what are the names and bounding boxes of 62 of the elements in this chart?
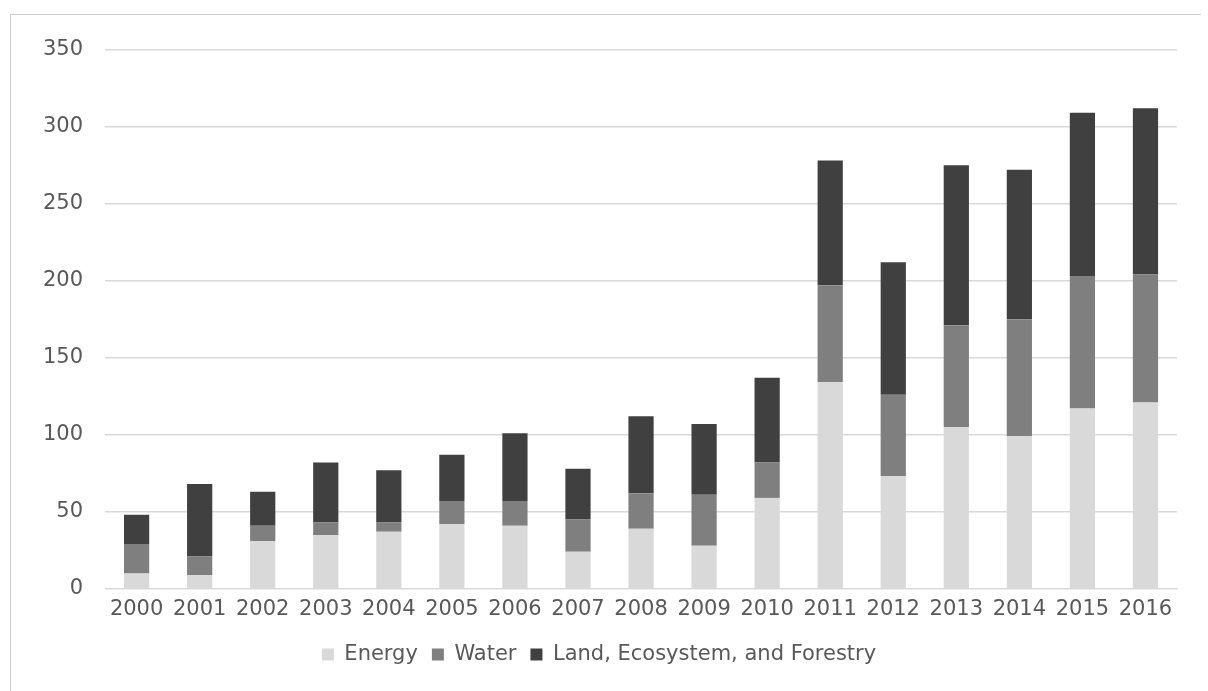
x-tick-label: 2006 [488, 595, 542, 620]
y-tick-label: 100 [42, 421, 84, 446]
bar [880, 394, 906, 477]
y-tick-label: 150 [42, 344, 84, 369]
x-tick-label: 2009 [677, 595, 731, 620]
x-tick-label: 2014 [992, 595, 1047, 620]
bar [187, 484, 213, 557]
bar [376, 470, 402, 523]
bar [691, 423, 717, 495]
x-tick-label: 2000 [109, 595, 164, 620]
bar [124, 544, 150, 574]
legend-label: Energy [344, 640, 418, 665]
x-tick-label: 2002 [235, 595, 290, 620]
x-tick-label: 2001 [172, 595, 227, 620]
legend-label: Water [454, 640, 517, 665]
bar [376, 522, 402, 532]
bar [1006, 169, 1032, 320]
bar [628, 493, 654, 529]
bar [628, 416, 654, 494]
bar [1069, 112, 1096, 277]
x-tick-label: 2003 [299, 595, 353, 620]
bar [313, 522, 339, 535]
bar [1132, 274, 1159, 403]
x-tick-label: 2016 [1118, 595, 1173, 620]
x-tick-label: 2007 [551, 595, 605, 620]
x-tick-label: 2010 [740, 595, 794, 620]
y-tick-label: 350 [42, 36, 84, 61]
bar [565, 468, 591, 520]
bar [187, 556, 213, 575]
bar [250, 525, 276, 542]
bar [124, 514, 150, 545]
x-tick-label: 2013 [929, 595, 984, 620]
bar [754, 377, 780, 463]
bar [502, 433, 528, 501]
x-tick-label: 2004 [362, 595, 416, 620]
bar [1006, 319, 1032, 437]
bar [439, 454, 465, 501]
bar [943, 325, 969, 428]
bar [817, 160, 843, 286]
bar [943, 165, 969, 326]
x-tick-label: 2012 [866, 595, 920, 620]
y-tick-label: 50 [56, 498, 84, 523]
bar [880, 262, 906, 395]
bar [691, 494, 717, 546]
legend-label: Land, Ecosystem, and Forestry [552, 640, 877, 665]
y-tick-label: 250 [42, 190, 84, 215]
y-tick-label: 0 [69, 575, 84, 600]
bar [439, 500, 465, 525]
y-tick-label: 300 [42, 113, 84, 138]
bar [565, 519, 591, 552]
x-tick-label: 2005 [425, 595, 479, 620]
bar [817, 285, 843, 383]
x-tick-label: 2015 [1055, 595, 1110, 620]
x-tick-label: 2011 [803, 595, 857, 620]
bar [1069, 276, 1096, 409]
bar [250, 491, 276, 526]
bar [754, 462, 780, 498]
bar [1132, 108, 1159, 275]
bar [502, 500, 528, 526]
x-tick-label: 2008 [614, 595, 668, 620]
bar [313, 462, 339, 523]
y-tick-label: 200 [42, 267, 84, 292]
